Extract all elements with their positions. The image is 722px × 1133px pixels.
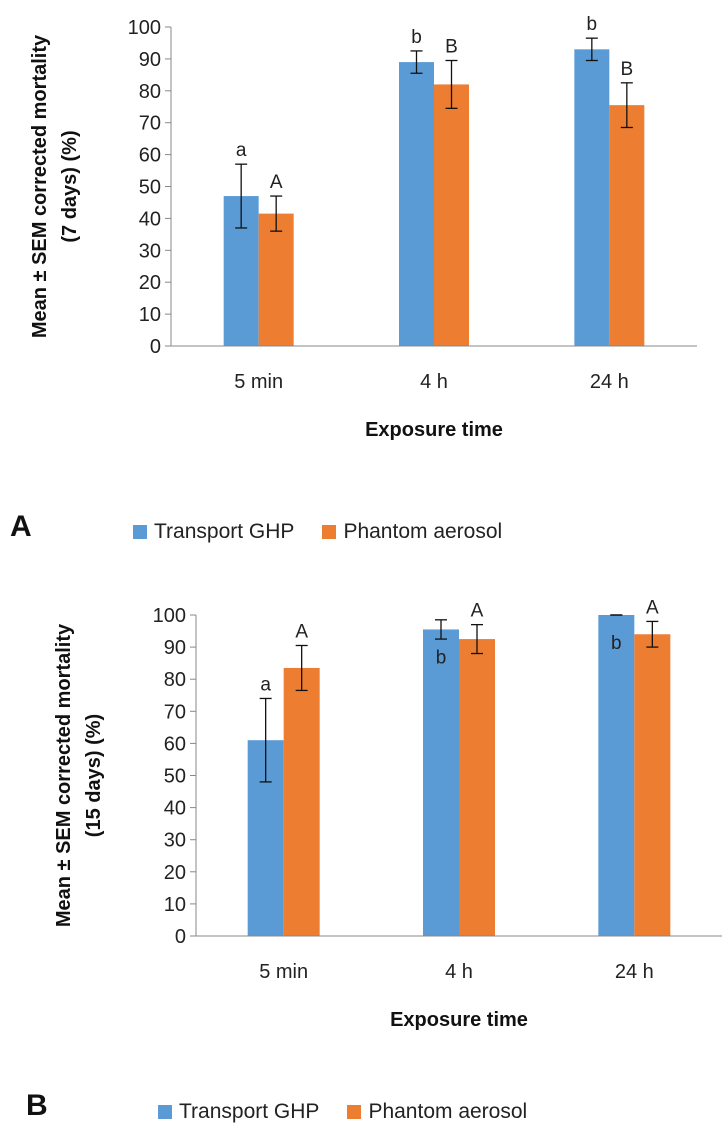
y-tick-label: 100 <box>128 17 161 39</box>
bar-phantom-aerosol-24-h <box>609 105 645 346</box>
y-tick-label: 20 <box>139 272 161 294</box>
y-axis-title-line: (15 days) (%) <box>83 714 105 837</box>
y-tick-label: 30 <box>164 830 186 852</box>
bar-phantom-aerosol-24-h <box>634 634 671 936</box>
significance-letter: B <box>445 36 458 57</box>
legend-swatch-phantom-aerosol <box>322 525 337 539</box>
legend-label-phantom-aerosol: Phantom aerosol <box>343 520 503 543</box>
bar-chart-b: 0 10 20 30 40 50 60 70 80 90 100 a b b A A A 5 min 4 h 24 h… <box>53 597 722 1031</box>
bar-transport-ghp-4-h <box>423 629 459 936</box>
y-axis-title-line: Mean ± SEM corrected mortality <box>29 34 51 338</box>
y-tick-label: 20 <box>164 862 186 884</box>
significance-letter: a <box>260 674 271 695</box>
bar-phantom-aerosol-4-h <box>434 84 469 347</box>
significance-letter: B <box>620 59 633 80</box>
y-tick-label: 30 <box>139 240 161 262</box>
legend-label-transport-ghp: Transport GHP <box>154 520 295 543</box>
legend-label-transport-ghp: Transport GHP <box>179 1100 320 1123</box>
bar-transport-ghp-4-h <box>399 62 434 347</box>
significance-letter: A <box>471 601 484 622</box>
chart-panel-b: 0 10 20 30 40 50 60 70 80 90 100 a b b A A A 5 min 4 h 24 h… <box>0 566 722 1133</box>
significance-letter: b <box>611 633 622 654</box>
legend-item-phantom-aerosol: Phantom aerosol <box>322 520 502 544</box>
y-tick-label: 40 <box>164 798 186 820</box>
x-tick-label: 4 h <box>445 961 473 983</box>
y-tick-label: 90 <box>164 637 186 659</box>
y-axis-title-line: (7 days) (%) <box>59 130 81 242</box>
y-tick-label: 80 <box>164 669 186 691</box>
x-tick-label: 24 h <box>590 371 629 393</box>
bar-phantom-aerosol-5-min <box>258 213 294 346</box>
legend-item-transport-ghp: Transport GHP <box>158 1100 319 1124</box>
significance-letter: A <box>270 172 283 193</box>
y-tick-label: 60 <box>164 733 186 755</box>
y-tick-label: 80 <box>139 81 161 103</box>
legend-b: Transport GHP Phantom aerosol <box>158 1100 555 1124</box>
x-tick-label: 5 min <box>234 371 283 393</box>
y-tick-label: 70 <box>164 701 186 723</box>
legend-a: Transport GHP Phantom aerosol <box>133 520 530 544</box>
panel-label-a: A <box>10 510 32 543</box>
bar-chart-a: 0 10 20 30 40 50 60 70 80 90 100 a b b A B B 5 min 4 h 24 h… <box>29 14 697 441</box>
x-axis-title: Exposure time <box>390 1009 528 1031</box>
significance-letter: a <box>236 140 247 161</box>
legend-swatch-phantom-aerosol <box>347 1105 362 1119</box>
chart-panel-a: 0 10 20 30 40 50 60 70 80 90 100 a b b A B B 5 min 4 h 24 h… <box>0 0 722 566</box>
significance-letter: b <box>436 647 447 668</box>
y-tick-label: 40 <box>139 208 161 230</box>
y-axis-title-line: Mean ± SEM corrected mortality <box>53 623 75 927</box>
y-tick-label: 60 <box>139 145 161 167</box>
y-tick-label: 90 <box>139 49 161 71</box>
bar-phantom-aerosol-5-min <box>283 667 320 936</box>
x-tick-label: 24 h <box>615 961 654 983</box>
significance-letter: A <box>295 621 308 642</box>
y-tick-label: 0 <box>150 336 161 358</box>
significance-letter: b <box>411 27 422 48</box>
y-tick-label: 50 <box>139 177 161 199</box>
bar-transport-ghp-24-h <box>574 49 610 347</box>
x-axis-title: Exposure time <box>365 419 503 441</box>
y-tick-label: 100 <box>153 605 186 627</box>
legend-swatch-transport-ghp <box>158 1105 172 1119</box>
legend-item-transport-ghp: Transport GHP <box>133 520 294 544</box>
legend-swatch-transport-ghp <box>133 525 147 539</box>
y-tick-label: 0 <box>175 926 186 948</box>
y-tick-label: 10 <box>139 304 161 326</box>
significance-letter: A <box>646 597 659 618</box>
y-tick-label: 70 <box>139 113 161 135</box>
bar-phantom-aerosol-4-h <box>459 639 495 936</box>
x-tick-label: 5 min <box>259 961 308 983</box>
panel-label-b: B <box>26 1089 48 1122</box>
y-tick-label: 50 <box>164 766 186 788</box>
x-tick-label: 4 h <box>420 371 448 393</box>
legend-label-phantom-aerosol: Phantom aerosol <box>368 1100 528 1123</box>
legend-item-phantom-aerosol: Phantom aerosol <box>347 1100 527 1124</box>
bar-transport-ghp-24-h <box>598 615 635 936</box>
y-tick-label: 10 <box>164 894 186 916</box>
significance-letter: b <box>587 14 598 35</box>
